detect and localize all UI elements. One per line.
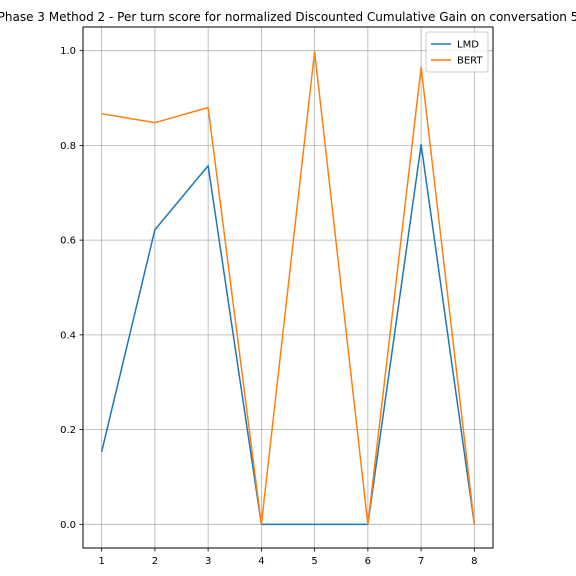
legend-box [425,31,489,73]
x-tick-label: 3 [205,556,211,567]
series-line-lmd [100,143,476,526]
x-tick-label: 6 [365,556,371,567]
plot-frame [82,26,494,549]
y-axis: 0.0 0.2 0.4 0.6 0.8 1.0 [60,46,83,531]
series-line-bert [101,50,476,526]
x-tick-label: 4 [258,556,264,567]
x-tick-label: 1 [98,556,104,567]
legend-label: BERT [457,56,483,67]
y-tick-label: 0.8 [60,141,76,152]
x-tick-label: 5 [311,556,317,567]
series-layer [100,50,476,526]
x-tick-label: 7 [418,556,424,567]
x-tick-label: 8 [471,556,477,567]
x-axis: 1 2 3 4 5 6 7 8 [98,548,478,567]
chart-title: Phase 3 Method 2 - Per turn score for no… [0,10,576,24]
grid [83,27,493,548]
y-tick-label: 0.2 [60,425,76,436]
x-tick-label: 2 [152,556,158,567]
y-tick-label: 0.0 [60,520,76,531]
legend-label: LMD [457,40,479,51]
y-tick-label: 1.0 [60,46,76,57]
legend: LMD BERT [425,31,489,73]
y-tick-label: 0.6 [60,236,76,247]
y-tick-label: 0.4 [60,330,76,341]
